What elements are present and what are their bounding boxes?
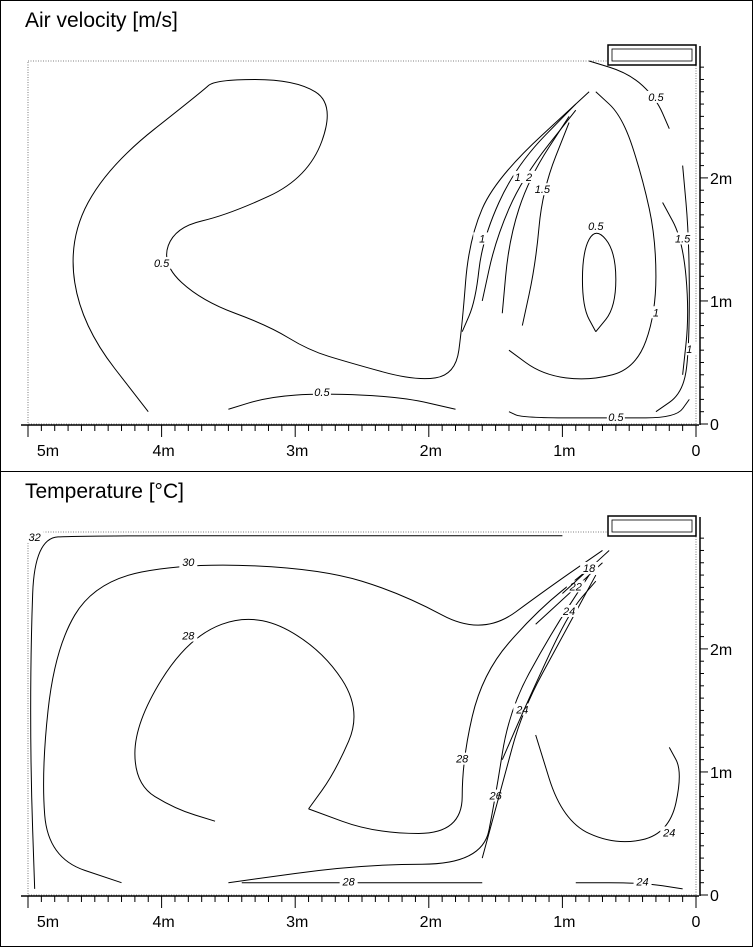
y-tick-label: 1m bbox=[710, 294, 732, 311]
contour-label-bg bbox=[560, 604, 579, 617]
contour-label-bg bbox=[673, 232, 692, 245]
contour-label: 18 bbox=[583, 563, 596, 575]
contour-line bbox=[535, 734, 680, 843]
x-tick-label: 3m bbox=[286, 443, 308, 460]
contour-label-bg bbox=[580, 561, 599, 574]
contour-label: 22 bbox=[569, 581, 582, 593]
contour-label: 0.5 bbox=[608, 412, 624, 424]
contour-label: 1 bbox=[653, 307, 659, 319]
contour-label: 2 bbox=[525, 172, 532, 184]
x-tick-label: 4m bbox=[152, 443, 174, 460]
contour-label: 26 bbox=[488, 791, 502, 803]
room-outline bbox=[27, 531, 697, 896]
contour-label-bg bbox=[25, 531, 44, 544]
contour-label: 30 bbox=[182, 557, 195, 569]
contour-label: 0.5 bbox=[648, 92, 664, 104]
contour-line bbox=[134, 618, 355, 822]
x-tick-label: 0 bbox=[692, 914, 701, 931]
contour-label-bg bbox=[520, 170, 538, 183]
x-tick-label: 5m bbox=[37, 914, 59, 931]
contour-line bbox=[535, 562, 603, 625]
contour-line bbox=[481, 574, 597, 859]
contour-label-bg bbox=[513, 703, 532, 716]
x-tick-label: 1m bbox=[553, 443, 575, 460]
air-velocity-chart: 5m4m3m2m1m02m1m00.50.50.50.51111.51.51.5… bbox=[21, 44, 732, 460]
contour-label: 24 bbox=[662, 827, 675, 839]
temperature-panel: Temperature [°C] 5m 4m 3m 2m 1m 0 2m 1m 0 32 30 28 2… bbox=[0, 471, 753, 947]
x-tick-label: 3m bbox=[286, 914, 308, 931]
x-tick-label: 4m bbox=[152, 914, 174, 931]
contour-label: 32 bbox=[29, 532, 41, 544]
contour-label: 28 bbox=[181, 631, 195, 643]
contour-label: 28 bbox=[342, 877, 356, 889]
indoor-unit bbox=[607, 515, 697, 537]
contour-line bbox=[481, 109, 577, 302]
y-tick-label: 0 bbox=[710, 417, 719, 434]
y-tick-label: 1m bbox=[710, 765, 732, 782]
contour-label: 1 bbox=[686, 344, 692, 356]
temperature-title: Temperature [°C] bbox=[25, 480, 184, 503]
contour-label-bg bbox=[606, 410, 625, 423]
contour-label: 1 bbox=[479, 233, 485, 245]
contour-label-bg bbox=[152, 257, 171, 270]
contour-line bbox=[508, 399, 690, 419]
contour-label: 1.5 bbox=[675, 233, 691, 245]
y-tick-label: 2m bbox=[710, 642, 732, 659]
indoor-unit-inner bbox=[611, 48, 693, 62]
contour-label-bg bbox=[453, 752, 472, 765]
y-tick-label: 0 bbox=[710, 888, 719, 905]
contour-label: 24 bbox=[635, 877, 648, 889]
x-tick-label: 0 bbox=[692, 443, 701, 460]
contour-label-bg bbox=[586, 220, 605, 233]
contour-label: 24 bbox=[562, 606, 575, 618]
room-outline bbox=[27, 60, 697, 425]
contour-line bbox=[228, 393, 456, 410]
contour-label-bg bbox=[633, 875, 652, 888]
contour-line bbox=[461, 103, 577, 332]
contour-label-bg bbox=[533, 183, 552, 196]
contour-label-bg bbox=[339, 875, 358, 888]
contour-label: 28 bbox=[455, 754, 469, 766]
contour-line bbox=[30, 535, 563, 889]
contour-line bbox=[655, 165, 690, 413]
contour-label-bg bbox=[179, 555, 198, 568]
contour-line bbox=[72, 78, 590, 413]
contour-label: 0.5 bbox=[588, 221, 604, 233]
contour-label-bg bbox=[660, 826, 679, 839]
contour-line bbox=[521, 122, 570, 326]
contour-line bbox=[575, 882, 683, 890]
indoor-unit-inner bbox=[611, 519, 693, 533]
contour-label: 1.5 bbox=[535, 184, 551, 196]
contour-line bbox=[308, 568, 590, 834]
contour-line bbox=[508, 91, 657, 380]
x-tick-label: 1m bbox=[553, 914, 575, 931]
air-velocity-title: Air velocity [m/s] bbox=[25, 9, 178, 32]
y-tick-label: 2m bbox=[710, 171, 732, 188]
x-tick-label: 5m bbox=[37, 443, 59, 460]
contour-label-bg bbox=[566, 580, 585, 593]
contour-label-bg bbox=[179, 629, 198, 642]
contour-line bbox=[581, 232, 617, 333]
air-velocity-panel: Air velocity [m/s] 5m 4m 3m 2m 1m 0 2m 1m 0 0.5 0.… bbox=[0, 0, 753, 472]
x-tick-label: 2m bbox=[420, 443, 442, 460]
contour-line bbox=[228, 574, 590, 884]
contour-label-bg bbox=[473, 232, 492, 245]
x-tick-label: 2m bbox=[420, 914, 442, 931]
contour-label-bg bbox=[646, 306, 665, 319]
indoor-unit bbox=[607, 44, 697, 66]
contour-label: 0.5 bbox=[154, 258, 170, 270]
contour-label-bg bbox=[646, 90, 665, 103]
contour-line bbox=[43, 550, 603, 884]
contour-label-bg bbox=[312, 386, 331, 399]
contour-label: 0.5 bbox=[314, 387, 330, 399]
